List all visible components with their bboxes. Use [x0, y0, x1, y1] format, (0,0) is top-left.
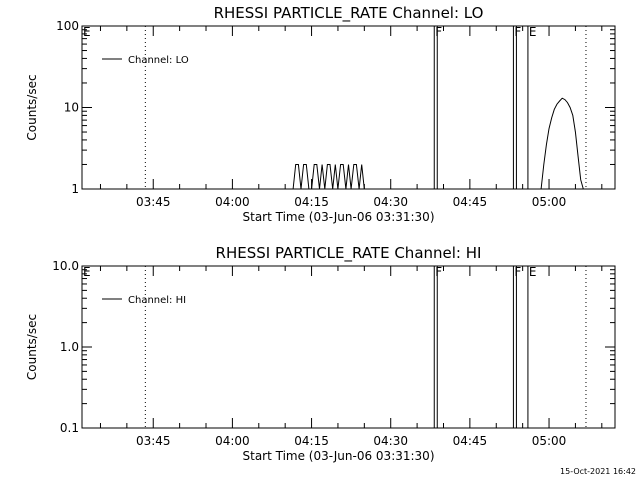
x-tick-label: 04:45 — [453, 434, 488, 448]
x-tick-label: 04:15 — [294, 195, 329, 209]
segment-marker-label: F — [514, 265, 521, 279]
segment-marker-label: E — [83, 265, 91, 279]
legend-label: Channel: LO — [128, 55, 189, 66]
segment-marker-label: E — [83, 25, 91, 39]
chart-title: RHESSI PARTICLE_RATE Channel: LO — [214, 4, 484, 23]
x-tick-label: 04:00 — [215, 434, 250, 448]
segment-marker-label: E — [529, 265, 537, 279]
x-axis-label: Start Time (03-Jun-06 03:31:30) — [243, 210, 435, 224]
x-tick-label: 03:45 — [136, 434, 171, 448]
plot-frame — [81, 265, 616, 429]
x-tick-label: 04:30 — [373, 195, 408, 209]
chart-panel-0: RHESSI PARTICLE_RATE Channel: LO 1 10 100 03… — [25, 4, 616, 224]
segment-marker-label: F — [514, 25, 521, 39]
x-tick-label: 04:15 — [294, 434, 329, 448]
segment-marker-label: F — [435, 265, 442, 279]
x-tick-label: 04:30 — [373, 434, 408, 448]
y-tick-label: 10.0 — [52, 259, 79, 273]
y-tick-label: 1.0 — [60, 340, 79, 354]
x-tick-label: 04:45 — [453, 195, 488, 209]
x-tick-label: 03:45 — [136, 195, 171, 209]
chart-panel-1: RHESSI PARTICLE_RATE Channel: HI 0.1 1.0 10… — [25, 244, 616, 463]
x-tick-label: 05:00 — [532, 195, 567, 209]
legend-label: Channel: HI — [128, 295, 186, 306]
chart-title: RHESSI PARTICLE_RATE Channel: HI — [216, 244, 482, 263]
y-tick-label: 0.1 — [60, 421, 79, 435]
x-tick-label: 05:00 — [532, 434, 567, 448]
series-line — [292, 97, 584, 190]
y-axis-label: Counts/sec — [25, 74, 39, 140]
y-tick-label: 10 — [64, 101, 79, 115]
segment-marker-label: E — [529, 25, 537, 39]
x-tick-label: 04:00 — [215, 195, 250, 209]
segment-marker-label: F — [435, 25, 442, 39]
y-tick-label: 100 — [56, 19, 79, 33]
y-tick-label: 1 — [71, 182, 79, 196]
x-axis-label: Start Time (03-Jun-06 03:31:30) — [243, 449, 435, 463]
y-axis-label: Counts/sec — [25, 314, 39, 380]
footer-timestamp: 15-Oct-2021 16:42 — [560, 467, 636, 476]
